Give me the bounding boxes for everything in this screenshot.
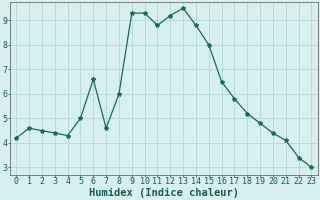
X-axis label: Humidex (Indice chaleur): Humidex (Indice chaleur)	[89, 188, 239, 198]
